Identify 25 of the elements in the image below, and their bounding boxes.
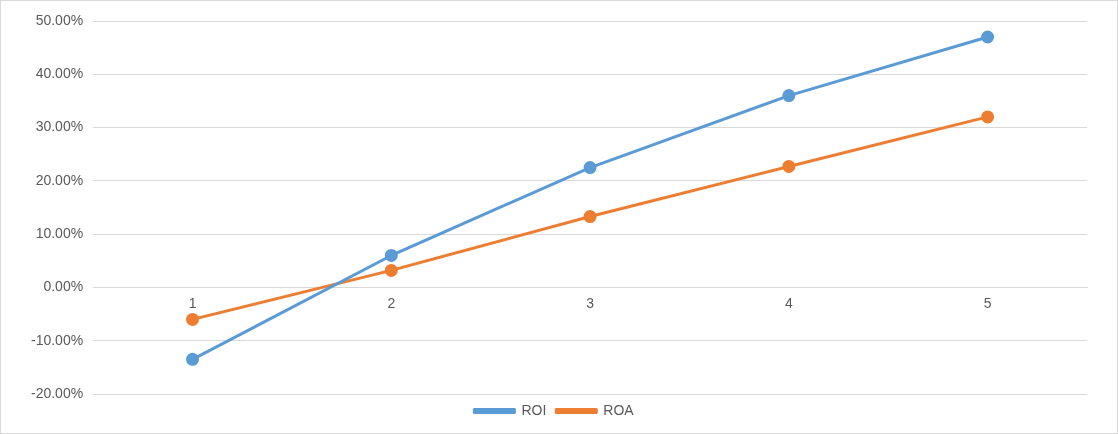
point — [981, 30, 995, 44]
point — [782, 89, 796, 103]
x-tick-label: 1 — [188, 294, 197, 311]
y-tick-label: -20.00% — [30, 384, 84, 401]
legend-label: ROI — [521, 401, 547, 418]
legend-label: ROA — [603, 401, 635, 418]
x-tick-label: 2 — [387, 294, 396, 311]
point — [384, 263, 398, 277]
y-tick-label: 50.00% — [35, 11, 84, 28]
y-tick-label: 0.00% — [43, 278, 84, 295]
point — [384, 248, 398, 262]
point — [782, 159, 796, 173]
point — [186, 352, 200, 366]
point — [186, 312, 200, 326]
x-tick-label: 3 — [586, 294, 595, 311]
y-tick-label: -10.00% — [30, 331, 84, 348]
y-tick-label: 40.00% — [35, 65, 84, 82]
y-tick-label: 20.00% — [35, 171, 84, 188]
point — [583, 161, 597, 175]
point — [583, 210, 597, 224]
y-tick-label: 30.00% — [35, 118, 84, 135]
y-tick-label: 10.00% — [35, 225, 84, 241]
x-tick-label: 5 — [983, 294, 992, 311]
x-tick-label: 4 — [784, 294, 793, 311]
point — [981, 110, 995, 124]
